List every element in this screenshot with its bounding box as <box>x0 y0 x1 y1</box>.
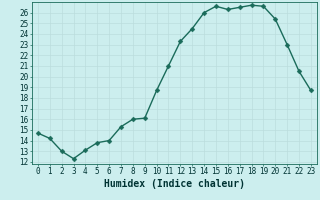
X-axis label: Humidex (Indice chaleur): Humidex (Indice chaleur) <box>104 179 245 189</box>
